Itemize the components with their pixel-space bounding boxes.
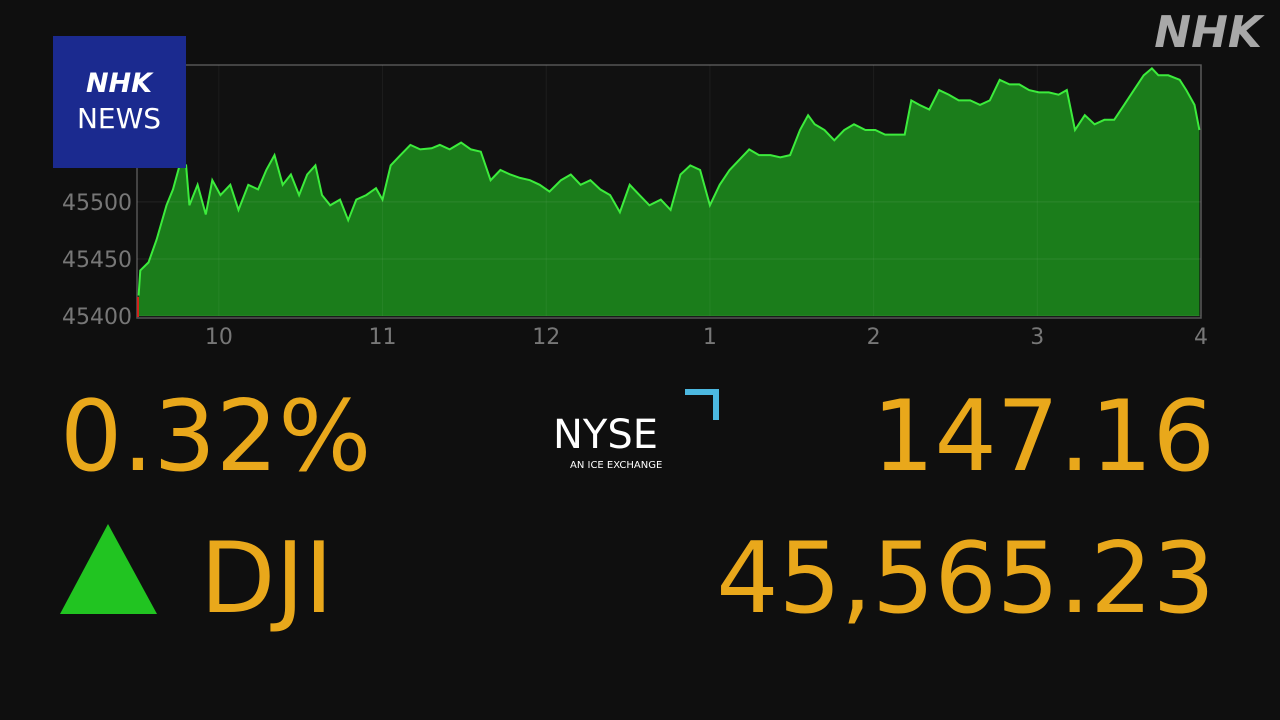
exchange-mark [685,389,719,420]
x-tick-label: 3 [1030,325,1044,350]
x-tick-label: 2 [867,325,881,350]
y-tick-label: 45500 [62,191,132,216]
logo-brand: NHK [86,68,154,99]
up-arrow [60,524,157,614]
x-tick-label: 1 [703,325,717,350]
change-points: 147.16 [872,380,1215,494]
x-tick-label: 10 [205,325,233,350]
symbol: DJI [200,522,333,636]
news-logo [53,36,186,168]
logo-program: NEWS [77,102,161,135]
price-line [137,67,1201,296]
exchange-name: NYSE [553,412,658,458]
change-percent: 0.32% [60,380,371,494]
x-tick-label: 4 [1194,325,1208,350]
y-tick-label: 45400 [62,305,132,330]
price: 45,565.23 [716,522,1215,636]
x-tick-label: 12 [532,325,560,350]
area-fill [138,68,1200,317]
y-tick-label: 45450 [62,248,132,273]
x-tick-label: 11 [369,325,397,350]
exchange-tagline: AN ICE EXCHANGE [570,460,662,471]
watermark: NHK [1154,7,1265,58]
baseline-marker [137,297,139,317]
